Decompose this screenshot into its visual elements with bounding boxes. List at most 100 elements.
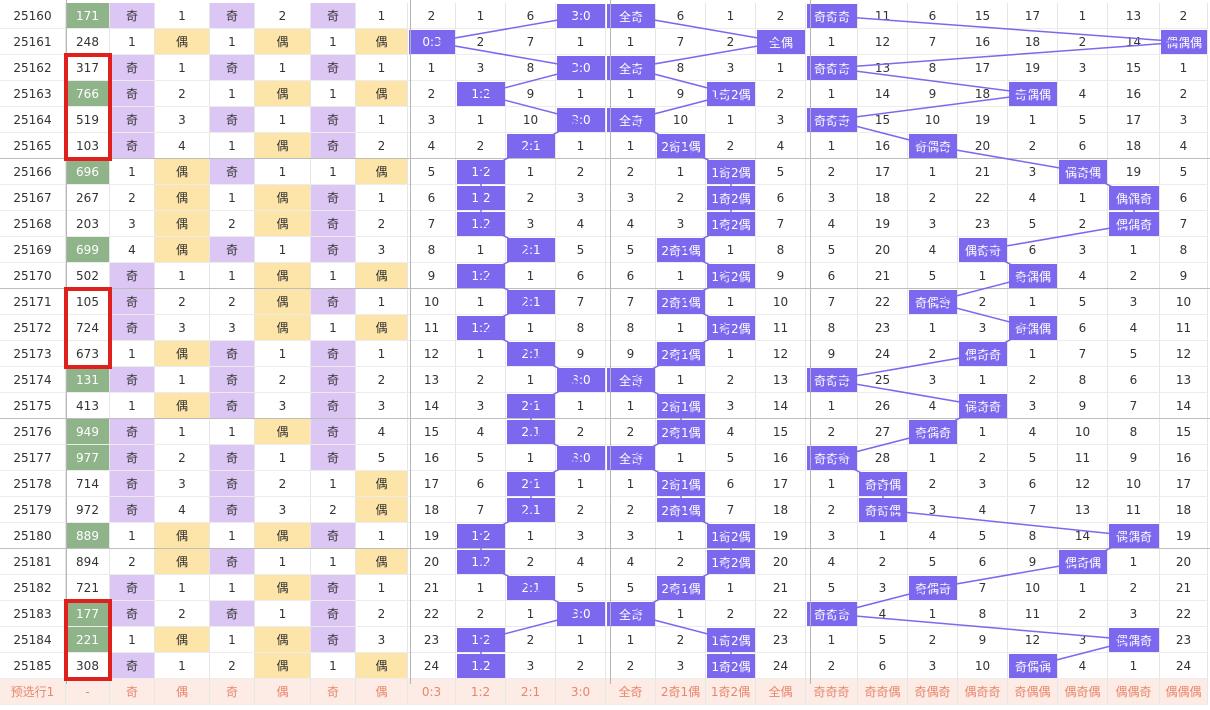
ball-marker: 1奇2偶 [707, 186, 755, 210]
cell-v1: 1 [155, 575, 210, 601]
cell-z8: 3 [756, 107, 806, 133]
cell-v2: 偶 [255, 315, 311, 341]
cell-pattern: 2 [806, 159, 858, 185]
cell-z4: 2 [556, 419, 606, 445]
cell-v1: 2 [155, 81, 210, 107]
cell-v3: 3 [356, 627, 408, 653]
cell-z8: 17 [756, 471, 806, 497]
cell-pattern: 11 [1160, 315, 1208, 341]
cell-z2: 2 [456, 29, 506, 55]
cell-z1: 13 [408, 367, 456, 393]
cell-v3: 1 [356, 3, 408, 29]
cell-period: 25184 [0, 627, 66, 653]
cell-z6: 2 [656, 627, 706, 653]
ball-marker: 奇偶偶 [1009, 264, 1057, 288]
ball-marker: 1:2 [457, 82, 505, 106]
cell-z5: 3 [606, 523, 656, 549]
ball-marker: 奇奇奇 [807, 602, 857, 626]
cell-z7: 4 [706, 419, 756, 445]
cell-period: 25172 [0, 315, 66, 341]
cell-period: 25167 [0, 185, 66, 211]
ball-marker: 2奇1偶 [657, 420, 705, 444]
cell-pattern: 8 [1008, 523, 1058, 549]
cell-v1: 偶 [155, 393, 210, 419]
cell-pattern: 12 [1058, 471, 1108, 497]
cell-num: 267 [66, 185, 110, 211]
cell-z5: 1 [606, 29, 656, 55]
cell-z5: 8 [606, 315, 656, 341]
cell-o2: 奇 [210, 497, 255, 523]
cell-z6: 1 [656, 159, 706, 185]
cell-pattern: 4 [908, 393, 958, 419]
cell-pattern: 2 [1058, 601, 1108, 627]
cell-pattern: 8 [1058, 367, 1108, 393]
cell-o2: 1 [210, 523, 255, 549]
cell-pattern: 2 [1008, 367, 1058, 393]
cell-pattern: 5 [1108, 341, 1160, 367]
cell-v2: 偶 [255, 263, 311, 289]
ball-marker: 奇奇偶 [859, 472, 907, 496]
cell-pattern: 3 [858, 575, 908, 601]
cell-pattern: 1 [806, 627, 858, 653]
cell-pattern: 7 [908, 29, 958, 55]
cell-o1: 奇 [110, 601, 155, 627]
cell-pattern: 11 [1058, 445, 1108, 471]
cell-pattern: 1 [1008, 341, 1058, 367]
cell-pattern: 1 [958, 367, 1008, 393]
cell-num: 721 [66, 575, 110, 601]
footer-cell: 偶偶偶 [1160, 679, 1208, 705]
cell-pattern: 10 [1008, 575, 1058, 601]
cell-z2: 1 [456, 107, 506, 133]
cell-pattern: 3 [1058, 237, 1108, 263]
cell-o3: 奇 [311, 367, 356, 393]
cell-z5: 7 [606, 289, 656, 315]
ball-marker: 偶偶偶 [1161, 30, 1207, 54]
row-group-separator [0, 288, 1210, 289]
cell-pattern: 5 [908, 263, 958, 289]
cell-v2: 偶 [255, 211, 311, 237]
cell-z1: 4 [408, 133, 456, 159]
ball-marker: 全偶 [757, 30, 805, 54]
cell-z5: 1 [606, 133, 656, 159]
cell-pattern: 7 [1008, 497, 1058, 523]
cell-o1: 奇 [110, 81, 155, 107]
cell-pattern: 16 [1160, 445, 1208, 471]
cell-z6: 1 [656, 367, 706, 393]
ball-marker: 1奇2偶 [707, 316, 755, 340]
cell-z6: 1 [656, 523, 706, 549]
cell-z5: 5 [606, 237, 656, 263]
cell-z3: 2 [506, 185, 556, 211]
ball-marker: 1奇2偶 [707, 550, 755, 574]
cell-num: 949 [66, 419, 110, 445]
cell-pattern: 10 [1108, 471, 1160, 497]
cell-pattern: 1 [908, 159, 958, 185]
cell-o2: 奇 [210, 107, 255, 133]
footer-cell: 1:2 [456, 679, 506, 705]
cell-v3: 偶 [356, 549, 408, 575]
cell-z7: 1 [706, 341, 756, 367]
cell-v1: 偶 [155, 237, 210, 263]
ball-marker: 1奇2偶 [707, 82, 755, 106]
column-separator [810, 0, 811, 684]
cell-pattern: 10 [908, 107, 958, 133]
cell-v1: 1 [155, 263, 210, 289]
cell-num: 502 [66, 263, 110, 289]
cell-pattern: 6 [806, 263, 858, 289]
cell-pattern: 25 [858, 367, 908, 393]
cell-z1: 20 [408, 549, 456, 575]
cell-o1: 4 [110, 237, 155, 263]
ball-marker: 全奇 [607, 602, 655, 626]
cell-z1: 11 [408, 315, 456, 341]
cell-pattern: 16 [858, 133, 908, 159]
cell-pattern: 3 [908, 497, 958, 523]
cell-period: 25183 [0, 601, 66, 627]
cell-z7: 2 [706, 367, 756, 393]
cell-period: 25164 [0, 107, 66, 133]
footer-cell: 奇 [210, 679, 255, 705]
cell-o1: 奇 [110, 445, 155, 471]
ball-marker: 2奇1偶 [657, 238, 705, 262]
cell-z1: 2 [408, 3, 456, 29]
cell-num: 696 [66, 159, 110, 185]
cell-z8: 13 [756, 367, 806, 393]
cell-num: 894 [66, 549, 110, 575]
